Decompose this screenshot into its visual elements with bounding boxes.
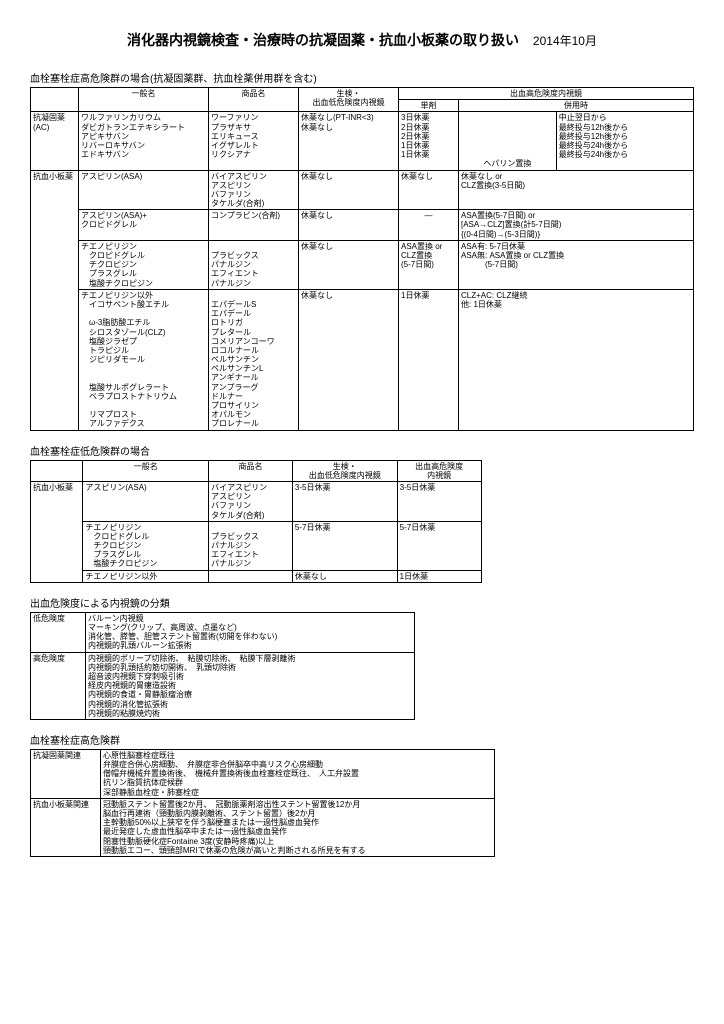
- t1-brand: プラビックス パナルジン エフィエント パナルジン: [209, 240, 299, 289]
- t1-generic: ワルファリンカリウム ダビガトランエテキシラート アピキサバン リバーロキサバン…: [79, 112, 209, 170]
- t1-brand: ワーファリン プラザキサ エリキュース イグザレルト リクシアナ: [209, 112, 299, 170]
- t1-combo: ASA有: 5-7日休薬 ASA無: ASA置換 or CLZ置換 (5-7日間…: [459, 240, 694, 289]
- t1-biopsy: 休薬なし: [299, 240, 399, 289]
- t2-b: プラビックス パナルジン エフィエント パナルジン: [209, 521, 293, 570]
- t4-val: 心原性脳塞栓症既往 弁膜症合併心房細動、 弁膜症非合併脳卒中高リスク心房細動 僧…: [101, 749, 495, 798]
- t1-brand: バイアスピリン アスピリン バファリン タケルダ(合剤): [209, 170, 299, 210]
- t1-single: 1日休薬: [399, 289, 459, 430]
- t1-generic: チエノピリジン以外 イコサペント酸エチル ω-3脂肪酸エチル シロスタゾール(C…: [79, 289, 209, 430]
- t2-h-biopsy: 生検・ 出血低危険度内視鏡: [292, 460, 397, 481]
- t4-val: 冠動脈ステント留置後2か月、 冠動脈薬剤溶出性ステント留置後12か月 脳血行再建…: [101, 798, 495, 856]
- t1-cat: 抗血小板薬: [31, 170, 79, 430]
- t1-h-cat: [31, 88, 79, 112]
- t1-single: 3日休薬 2日休薬 2日休薬 1日休薬 1日休薬: [399, 112, 459, 170]
- t1-generic: アスピリン(ASA): [79, 170, 209, 210]
- section1-title: 血栓塞栓症高危険群の場合(抗凝固薬群、抗血栓薬併用群を含む): [30, 70, 694, 85]
- t1-generic: チエノピリジン クロピドグレル チクロピジン プラスグレル 塩酸チクロピジン: [79, 240, 209, 289]
- t1-h-brand: 商品名: [209, 88, 299, 112]
- t3-val: 内視鏡的ポリープ切除術、 粘膜切除術、 粘膜下層剥離術 内視鏡的乳頭括約筋切開術…: [86, 652, 415, 719]
- section3-title: 出血危険度による内視鏡の分類: [30, 595, 694, 610]
- t2-bl: 3-5日休薬: [397, 481, 481, 521]
- t1-combo: 休薬なし or CLZ置換(3-5日間): [459, 170, 694, 210]
- title-date: 2014年10月: [533, 34, 597, 48]
- t2-h-cat: [31, 460, 83, 481]
- table-low-risk: 一般名 商品名 生検・ 出血低危険度内視鏡 出血高危険度 内視鏡 抗血小板薬アス…: [30, 460, 482, 583]
- t2-g: チエノピリジン以外: [83, 570, 209, 582]
- t1-combo-a: ヘパリン置換: [459, 112, 557, 170]
- t1-brand: コンプラビン(合剤): [209, 210, 299, 241]
- t1-h-single: 単剤: [399, 100, 459, 112]
- t1-single: —: [399, 210, 459, 241]
- t2-b: [209, 570, 293, 582]
- t3-val: バルーン内視鏡 マーキング(クリップ、高周波、点墨など) 消化管、膵管、胆管ステ…: [86, 612, 415, 652]
- t2-h-brand: 商品名: [209, 460, 293, 481]
- t1-biopsy: 休薬なし: [299, 210, 399, 241]
- title-text: 消化器内視鏡検査・治療時の抗凝固薬・抗血小板薬の取り扱い: [127, 32, 519, 48]
- table-classification: 低危険度バルーン内視鏡 マーキング(クリップ、高周波、点墨など) 消化管、膵管、…: [30, 612, 415, 720]
- t1-combo: ASA置換(5-7日間) or [ASA→CLZ]置換(計5-7日間) {(0-…: [459, 210, 694, 241]
- t1-h-biopsy: 生検・ 出血低危険度内視鏡: [299, 88, 399, 112]
- t1-h-bleeding: 出血高危険度内視鏡: [399, 88, 694, 100]
- t1-brand: エパデールS エパデール ロトリガ プレタール コメリアンコーワ ロコルナール …: [209, 289, 299, 430]
- t1-cat: 抗凝固薬 (AC): [31, 112, 79, 170]
- t3-key: 低危険度: [31, 612, 86, 652]
- t2-g: アスピリン(ASA): [83, 481, 209, 521]
- table-thrombo-high-risk: 抗凝固薬関連心原性脳塞栓症既往 弁膜症合併心房細動、 弁膜症非合併脳卒中高リスク…: [30, 749, 495, 857]
- t1-single: 休薬なし: [399, 170, 459, 210]
- section4-title: 血栓塞栓症高危険群: [30, 732, 694, 747]
- page-title: 消化器内視鏡検査・治療時の抗凝固薬・抗血小板薬の取り扱い 2014年10月: [30, 30, 694, 50]
- t2-h-generic: 一般名: [83, 460, 209, 481]
- t1-h-generic: 一般名: [79, 88, 209, 112]
- t4-key: 抗凝固薬関連: [31, 749, 101, 798]
- t1-h-combo: 併用時: [459, 100, 694, 112]
- t2-bl: 5-7日休薬: [397, 521, 481, 570]
- t1-generic: アスピリン(ASA)+ クロピドグレル: [79, 210, 209, 241]
- t2-b: バイアスピリン アスピリン バファリン タケルダ(合剤): [209, 481, 293, 521]
- t3-key: 高危険度: [31, 652, 86, 719]
- t2-bx: 3-5日休薬: [292, 481, 397, 521]
- t1-single: ASA置換 or CLZ置換 (5-7日間): [399, 240, 459, 289]
- table-high-risk: 一般名 商品名 生検・ 出血低危険度内視鏡 出血高危険度内視鏡 単剤 併用時 抗…: [30, 87, 694, 431]
- t1-combo: CLZ+AC: CLZ継続 他: 1日休薬: [459, 289, 694, 430]
- t4-key: 抗血小板薬関連: [31, 798, 101, 856]
- t1-biopsy: 休薬なし(PT-INR<3) 休薬なし: [299, 112, 399, 170]
- t1-biopsy: 休薬なし: [299, 170, 399, 210]
- t2-cat: 抗血小板薬: [31, 481, 83, 582]
- t2-g: チエノピリジン クロピドグレル チクロピジン プラスグレル 塩酸チクロピジン: [83, 521, 209, 570]
- t2-h-bleeding: 出血高危険度 内視鏡: [397, 460, 481, 481]
- section2-title: 血栓塞栓症低危険群の場合: [30, 443, 694, 458]
- t1-biopsy: 休薬なし: [299, 289, 399, 430]
- t1-combo-b: 中止翌日から 最終投与12h後から 最終投与12h後から 最終投与24h後から …: [556, 112, 693, 170]
- t2-bl: 1日休薬: [397, 570, 481, 582]
- t2-bx: 5-7日休薬: [292, 521, 397, 570]
- t2-bx: 休薬なし: [292, 570, 397, 582]
